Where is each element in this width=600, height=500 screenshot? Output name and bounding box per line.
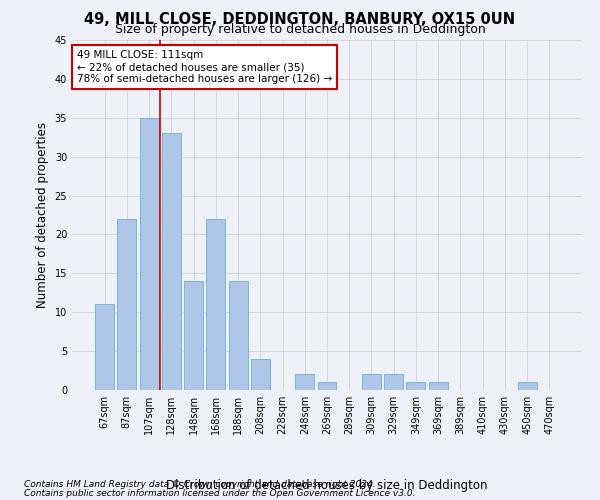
Bar	[518, 382, 536, 390]
Bar	[229, 281, 248, 390]
Bar	[362, 374, 381, 390]
Text: Size of property relative to detached houses in Deddington: Size of property relative to detached ho…	[115, 24, 485, 36]
Bar	[317, 382, 337, 390]
Bar	[251, 359, 270, 390]
Bar	[118, 219, 136, 390]
Bar	[429, 382, 448, 390]
Bar	[295, 374, 314, 390]
Text: Contains public sector information licensed under the Open Government Licence v3: Contains public sector information licen…	[24, 489, 415, 498]
Text: 49, MILL CLOSE, DEDDINGTON, BANBURY, OX15 0UN: 49, MILL CLOSE, DEDDINGTON, BANBURY, OX1…	[85, 12, 515, 28]
Bar	[162, 134, 181, 390]
Bar	[140, 118, 158, 390]
Bar	[184, 281, 203, 390]
Bar	[206, 219, 225, 390]
Text: Contains HM Land Registry data © Crown copyright and database right 2024.: Contains HM Land Registry data © Crown c…	[24, 480, 376, 489]
X-axis label: Distribution of detached houses by size in Deddington: Distribution of detached houses by size …	[166, 478, 488, 492]
Text: 49 MILL CLOSE: 111sqm
← 22% of detached houses are smaller (35)
78% of semi-deta: 49 MILL CLOSE: 111sqm ← 22% of detached …	[77, 50, 332, 84]
Bar	[384, 374, 403, 390]
Y-axis label: Number of detached properties: Number of detached properties	[36, 122, 49, 308]
Bar	[406, 382, 425, 390]
Bar	[95, 304, 114, 390]
